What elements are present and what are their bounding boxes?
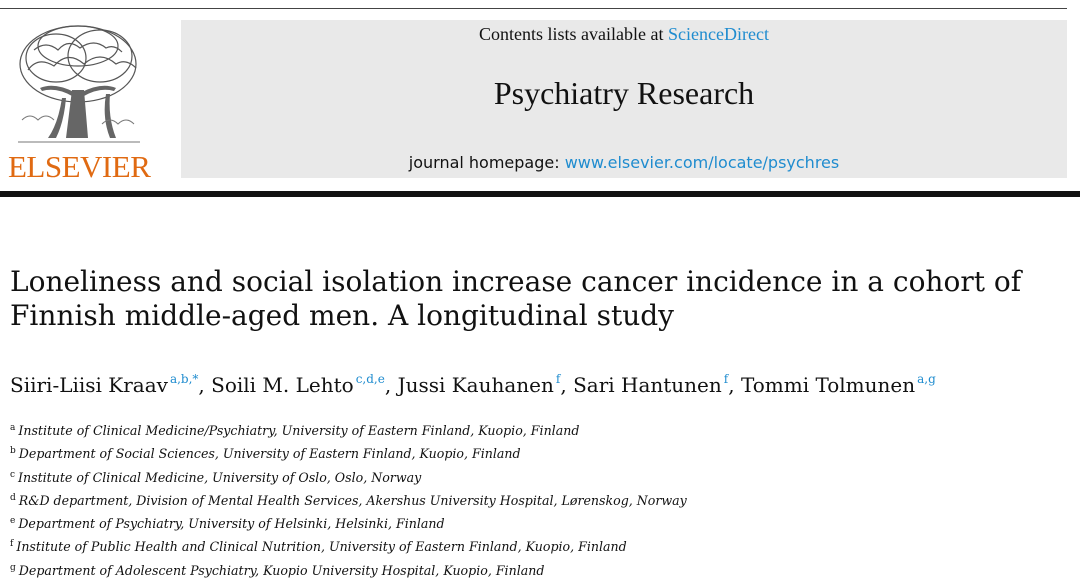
article-title-line1: Loneliness and social isolation increase… [10, 265, 1022, 298]
affiliation-mark: d [10, 492, 16, 503]
affiliation-text: Department of Psychiatry, University of … [18, 516, 445, 532]
affiliation-text: Department of Adolescent Psychiatry, Kuo… [18, 562, 545, 578]
author-name[interactable]: Sari Hantunen [573, 373, 722, 397]
author-separator: , [384, 373, 398, 397]
homepage-label: journal homepage: [408, 153, 565, 172]
affiliation-text: R&D department, Division of Mental Healt… [18, 492, 687, 508]
affiliation-item: b Department of Social Sciences, Universi… [10, 441, 1070, 464]
affiliation-marks[interactable]: a,b,* [169, 372, 199, 386]
homepage-line: journal homepage: www.elsevier.com/locat… [181, 153, 1067, 172]
author-separator: , [198, 373, 212, 397]
affiliation-item: f Institute of Public Health and Clinical… [10, 534, 1070, 557]
article-title-line2: Finnish middle-aged men. A longitudinal … [10, 299, 675, 332]
author-separator: , [728, 373, 741, 397]
affiliation-marks[interactable]: f [723, 372, 729, 386]
affiliation-marks[interactable]: f [555, 372, 561, 386]
contents-prefix: Contents lists available at [479, 24, 668, 44]
author-separator: , [560, 373, 574, 397]
affiliation-list: a Institute of Clinical Medicine/Psychiat… [10, 418, 1070, 581]
journal-title: Psychiatry Research [493, 75, 755, 111]
affiliation-item: a Institute of Clinical Medicine/Psychiat… [10, 418, 1070, 441]
affiliation-item: c Institute of Clinical Medicine, Univers… [10, 465, 1070, 488]
affiliation-marks[interactable]: a,g [917, 372, 936, 386]
affiliation-text: Department of Social Sciences, Universit… [18, 446, 521, 462]
affiliation-mark: c [10, 469, 16, 480]
author-list: Siiri-Liisi Kraav a,b,*, Soili M. Lehto c,… [10, 372, 1075, 397]
publisher-logo[interactable]: ELSEVIER [8, 20, 151, 184]
affiliation-item: d R&D department, Division of Mental Heal… [10, 488, 1070, 511]
contents-line: Contents lists available at ScienceDirec… [181, 24, 1067, 45]
article-title: Loneliness and social isolation increase… [10, 265, 1070, 333]
affiliation-mark: e [10, 516, 16, 527]
homepage-link[interactable]: www.elsevier.com/locate/psychres [564, 153, 840, 172]
affiliation-mark: f [10, 539, 14, 550]
affiliation-mark: b [10, 446, 16, 457]
header-divider [0, 191, 1080, 197]
affiliation-text: Institute of Clinical Medicine, Universi… [18, 469, 422, 485]
affiliation-mark: a [10, 423, 16, 433]
affiliation-marks[interactable]: c,d,e [355, 372, 385, 386]
top-rule [0, 8, 1067, 9]
affiliation-item: e Department of Psychiatry, University of… [10, 511, 1070, 534]
author-name[interactable]: Siiri-Liisi Kraav [10, 373, 168, 397]
author-name[interactable]: Jussi Kauhanen [397, 373, 554, 397]
journal-banner: Contents lists available at ScienceDirec… [181, 20, 1067, 178]
elsevier-tree-icon [18, 25, 140, 143]
sciencedirect-link[interactable]: ScienceDirect [668, 24, 769, 44]
author-name[interactable]: Soili M. Lehto [211, 373, 354, 397]
affiliation-text: Institute of Clinical Medicine/Psychiatr… [18, 423, 580, 438]
publisher-name: ELSEVIER [8, 149, 151, 184]
affiliation-text: Institute of Public Health and Clinical … [16, 539, 627, 555]
author-name[interactable]: Tommi Tolmunen [740, 373, 916, 397]
affiliation-item: g Department of Adolescent Psychiatry, Ku… [10, 558, 1070, 581]
